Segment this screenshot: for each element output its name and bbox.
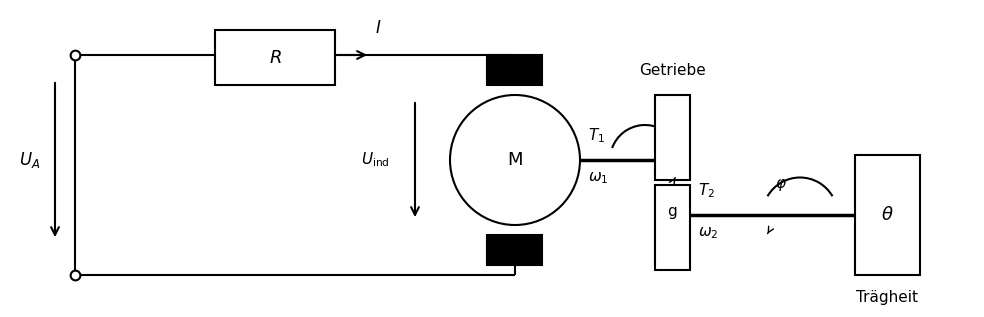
Text: Trägheit: Trägheit [856, 290, 918, 305]
Text: $\mathrm{M}$: $\mathrm{M}$ [507, 151, 523, 169]
Circle shape [450, 95, 580, 225]
Text: $\omega_1$: $\omega_1$ [588, 170, 608, 186]
Bar [655, 95, 690, 180]
Bar [855, 155, 920, 275]
Bar [655, 185, 690, 270]
Text: $R$: $R$ [269, 49, 281, 67]
Text: $\varphi$: $\varphi$ [775, 177, 787, 193]
Text: $U_\mathrm{ind}$: $U_\mathrm{ind}$ [361, 151, 390, 169]
Text: $T_1$: $T_1$ [588, 126, 605, 145]
Text: $\theta$: $\theta$ [881, 206, 893, 224]
Text: $\omega_2$: $\omega_2$ [698, 225, 718, 241]
Bar [487, 235, 542, 265]
Bar [487, 55, 542, 85]
Text: $I$: $I$ [375, 19, 382, 37]
Bar [215, 30, 335, 85]
Text: $U_A$: $U_A$ [20, 150, 40, 170]
Text: $T_2$: $T_2$ [698, 181, 715, 200]
Text: Getriebe: Getriebe [639, 63, 706, 78]
Text: $\mathrm{g}$: $\mathrm{g}$ [667, 205, 677, 221]
